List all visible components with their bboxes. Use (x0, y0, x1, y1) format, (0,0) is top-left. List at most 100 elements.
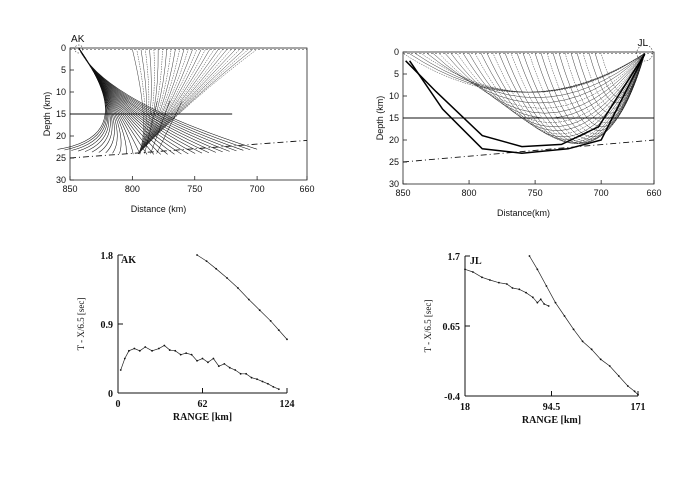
ak-tt-data-point (151, 349, 153, 352)
ak-tt-data-point (267, 382, 269, 385)
jl-ray-ytick-label: 0 (394, 47, 399, 57)
ak-tt-data-point (269, 320, 272, 322)
ak-ray-ytick-label: 20 (56, 131, 66, 141)
jl-caustic-curve (405, 53, 646, 148)
ak-ray-xtick-label: 800 (125, 184, 140, 194)
ak-tt-ylabel: T - X/6.5 [sec] (76, 298, 86, 351)
ak-ray-xlabel: Distance (km) (131, 204, 187, 214)
ak-tt-ytick-label: 0.9 (101, 320, 114, 331)
jl-tt-data-point (617, 375, 620, 377)
ak-tt-data-point (196, 254, 198, 256)
ak-ray-ylabel: Depth (km) (42, 92, 52, 137)
jl-tt-data-point (590, 348, 593, 351)
jl-tt-data-point (626, 385, 629, 387)
jl-ray-moho-line (402, 139, 655, 163)
jl-tt-data-point (599, 358, 602, 361)
jl-tt-data-point (536, 301, 539, 304)
ak-tt-data-point (261, 380, 264, 383)
ak-ray-panel: 850 800 750 700 660 0 5 10 15 20 25 30 Distance (km)… (42, 34, 315, 214)
jl-ray-xtick-label: 700 (594, 188, 609, 198)
ak-reflection-ray (144, 100, 158, 154)
jl-tt-data-point (488, 279, 491, 281)
ak-downgoing-ray (78, 47, 182, 155)
jl-tt-data-point (637, 393, 639, 396)
jl-ray-station-label: JL (637, 38, 648, 49)
ak-upgoing-ray (138, 49, 206, 154)
jl-ray-xlabel: Distance(km) (497, 208, 550, 218)
jl-tt-ytick-label: 0.65 (443, 322, 461, 333)
jl-caustic-curve (408, 53, 646, 154)
jl-ray-ytick-label: 20 (389, 135, 399, 145)
ak-tt-data-point (234, 369, 237, 371)
jl-travel-time-panel: 18 94.5 171 -0.4 0.65 1.7 RANGE [km] T - X/6.5 … (423, 252, 646, 426)
jl-ray-ytick-label: 10 (389, 91, 399, 101)
ak-ray-moho-line (69, 139, 308, 159)
jl-ray (402, 53, 645, 93)
ak-tt-data-point (119, 369, 122, 371)
ak-travel-time-panel: 0 62 124 0 0.9 1.8 RANGE [km] T - X/6.5 [sec] AK (76, 251, 295, 423)
jl-ray-ytick-label: 25 (389, 157, 399, 167)
ak-tt-data-point (179, 353, 182, 356)
ak-tt-data-point (256, 378, 258, 381)
jl-tt-data-point (528, 255, 531, 257)
ak-tt-xlabel: RANGE [km] (173, 412, 232, 423)
jl-ray-ytick-label: 30 (389, 179, 399, 189)
ak-ray-ytick-label: 5 (61, 65, 66, 75)
ak-tt-data-point (157, 347, 160, 350)
ak-upgoing-ray (138, 49, 150, 154)
jl-tt-branch-line (464, 269, 549, 307)
jl-tt-data-point (464, 268, 466, 271)
jl-tt-data-point (581, 340, 584, 343)
ak-tt-xtick-label: 0 (116, 399, 121, 410)
ak-tt-data-point (168, 349, 171, 351)
ak-reflection-ray (156, 100, 183, 154)
ak-upgoing-ray (132, 49, 144, 154)
jl-tt-ytick-label: 1.7 (448, 252, 461, 263)
ak-tt-data-point (123, 357, 126, 360)
jl-tt-data-point (554, 301, 557, 304)
ak-tt-data-point (144, 346, 147, 348)
ak-tt-ytick-label: 0 (108, 389, 113, 400)
ak-ray-station-marker (74, 44, 84, 54)
jl-tt-data-point (563, 315, 566, 317)
ak-tt-data-point (138, 349, 141, 352)
ak-tt-data-point (201, 357, 204, 360)
ak-upgoing-ray (138, 49, 155, 154)
ak-tt-data-point (277, 329, 280, 332)
jl-ray (510, 53, 645, 144)
ak-ray-ytick-label: 30 (56, 175, 66, 185)
jl-ray (504, 53, 645, 144)
jl-tt-data-point (511, 287, 514, 289)
ak-tt-data-point (205, 260, 208, 263)
ak-upgoing-ray (138, 49, 152, 154)
jl-tt-data-point (518, 288, 521, 291)
jl-tt-data-point (525, 291, 527, 294)
jl-tt-data-point (505, 283, 508, 285)
jl-tt-data-point (481, 276, 483, 279)
jl-ray-xtick-label: 750 (528, 188, 543, 198)
jl-tt-data-point (608, 365, 611, 367)
ak-tt-data-point (286, 338, 288, 341)
jl-ray (426, 53, 645, 98)
ak-downgoing-ray (57, 47, 106, 150)
ak-upgoing-ray (138, 49, 172, 154)
ak-upgoing-ray (138, 49, 232, 154)
jl-tt-data-point (633, 390, 636, 393)
ak-tt-branch-line (120, 345, 279, 390)
ak-tt-xtick-label: 62 (198, 399, 208, 410)
ak-tt-data-point (190, 353, 193, 356)
ak-ray-xtick-label: 660 (299, 184, 314, 194)
jl-tt-data-point (545, 285, 548, 287)
ak-ray-ytick-label: 0 (61, 43, 66, 53)
ak-tt-data-point (250, 376, 253, 379)
jl-ray-station-marker (636, 44, 654, 62)
jl-tt-data-point (547, 305, 550, 307)
jl-tt-data-point (572, 328, 575, 331)
jl-tt-station-label: JL (470, 256, 482, 267)
ak-ray-xtick-label: 700 (250, 184, 265, 194)
ak-tt-data-point (258, 309, 261, 312)
jl-tt-xlabel: RANGE [km] (522, 415, 581, 426)
ak-tt-data-point (185, 352, 188, 355)
ak-ray-xtick-label: 850 (62, 184, 77, 194)
